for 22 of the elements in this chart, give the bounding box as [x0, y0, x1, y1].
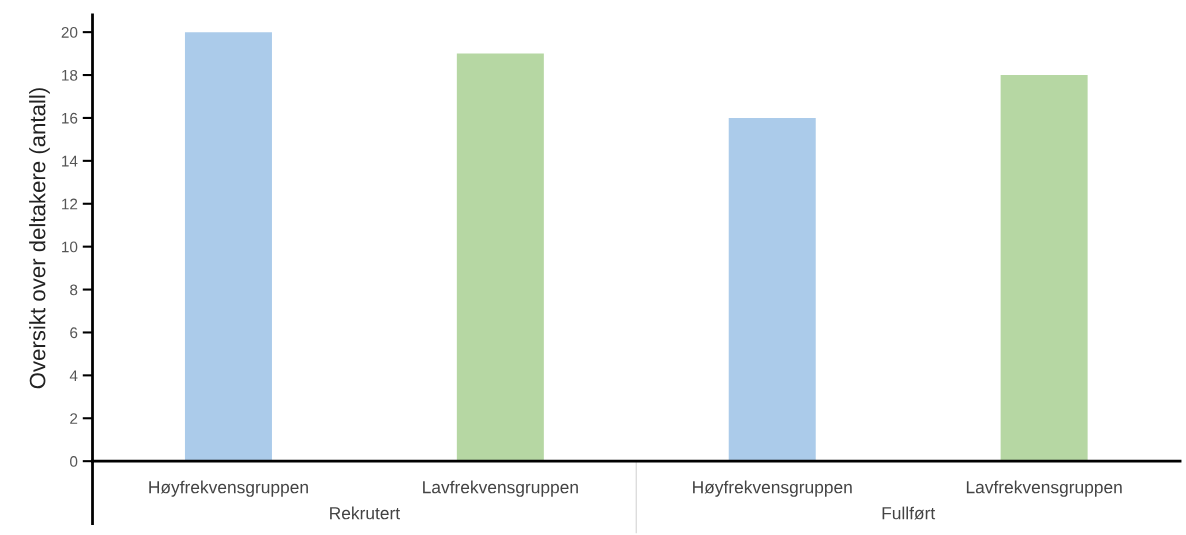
x-tick-label: Lavfrekvensgruppen [423, 480, 578, 497]
y-tick-label: 10 [62, 241, 78, 253]
bar [184, 32, 272, 462]
y-tick-label: 8 [70, 284, 78, 296]
y-tick-label: 6 [70, 327, 78, 339]
bar [456, 53, 544, 462]
bar [728, 117, 816, 462]
x-tick-label: Høyfrekvensgruppen [693, 480, 852, 497]
y-tick-label: 18 [62, 69, 78, 81]
y-tick-label: 16 [62, 112, 78, 124]
text: Fullført [882, 506, 936, 520]
y-tick-label: 0 [70, 456, 78, 467]
y-axis-title: Oversikt over deltakere (antall) [29, 88, 50, 389]
text: Rekrutert [330, 506, 400, 520]
y-tick-label: 12 [62, 198, 78, 210]
y-tick-label: 20 [61, 27, 78, 38]
x-tick-label: Lavfrekvensgruppen [966, 480, 1122, 497]
y-tick-label: 4 [69, 370, 78, 381]
bar [1000, 75, 1088, 462]
x-tick-label: Høyfrekvensgruppen [149, 480, 308, 497]
y-tick-label: 2 [70, 413, 78, 424]
y-tick-label: 14 [62, 155, 78, 167]
